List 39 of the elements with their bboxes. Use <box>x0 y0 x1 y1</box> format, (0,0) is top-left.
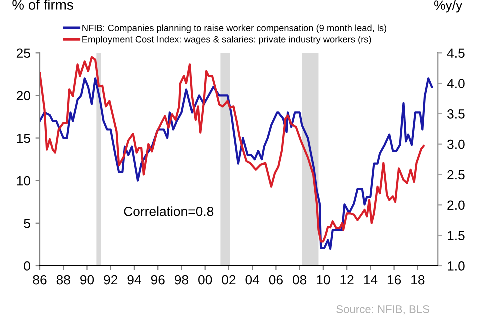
y-tick-label: 0 <box>24 262 30 271</box>
x-tick-label: 08 <box>293 275 307 285</box>
x-tick-label: 02 <box>222 275 236 285</box>
y-tick-label: 25 <box>16 48 30 58</box>
x-tick-label: 06 <box>269 275 283 285</box>
line-series <box>40 56 425 243</box>
y-tick-label: 20 <box>16 91 30 101</box>
x-tick-label: 18 <box>412 275 425 285</box>
annotation: Correlation=0.8 <box>124 206 214 216</box>
source-note: Source: NFIB, BLS <box>336 305 430 315</box>
y-tick-label: 15 <box>17 134 30 144</box>
y2-tick-label: 2.5 <box>448 170 465 180</box>
x-tick-label: 90 <box>80 275 94 285</box>
x-tick-label: 94 <box>128 275 142 285</box>
y2-tick-label: 1.5 <box>448 231 465 240</box>
y-tick-label: 10 <box>17 176 30 186</box>
y2-axis-title: %y/y <box>434 0 463 13</box>
x-tick-label: 04 <box>246 275 260 285</box>
y2-tick-label: 1.0 <box>448 262 465 271</box>
y2-tick-label: 2.0 <box>448 200 465 210</box>
x-tick-label: 16 <box>388 275 402 285</box>
x-tick-label: 14 <box>364 275 378 285</box>
x-tick-label: 96 <box>151 275 165 285</box>
x-tick-label: 12 <box>340 275 354 285</box>
legend-label: Employment Cost Index: wages & salaries: private industry workers (rs) <box>82 36 372 45</box>
y-axis-title: % of firms <box>12 0 74 10</box>
legend-label: NFIB: Companies planning to raise worker compensation (9 month lead, ls) <box>82 24 387 34</box>
x-tick-label: 00 <box>198 275 212 285</box>
y-tick-label: 5 <box>24 219 30 228</box>
y2-tick-label: 3.5 <box>448 110 465 119</box>
x-tick-label: 92 <box>104 275 118 285</box>
x-tick-label: 88 <box>56 275 70 285</box>
y2-tick-label: 3.0 <box>448 140 465 150</box>
x-tick-label: 98 <box>175 275 188 285</box>
y2-tick-label: 4.0 <box>447 79 465 88</box>
line-series <box>40 78 434 250</box>
y2-tick-label: 4.5 <box>447 48 465 58</box>
x-tick-label: 86 <box>33 275 47 285</box>
x-tick-label: 10 <box>317 275 330 285</box>
